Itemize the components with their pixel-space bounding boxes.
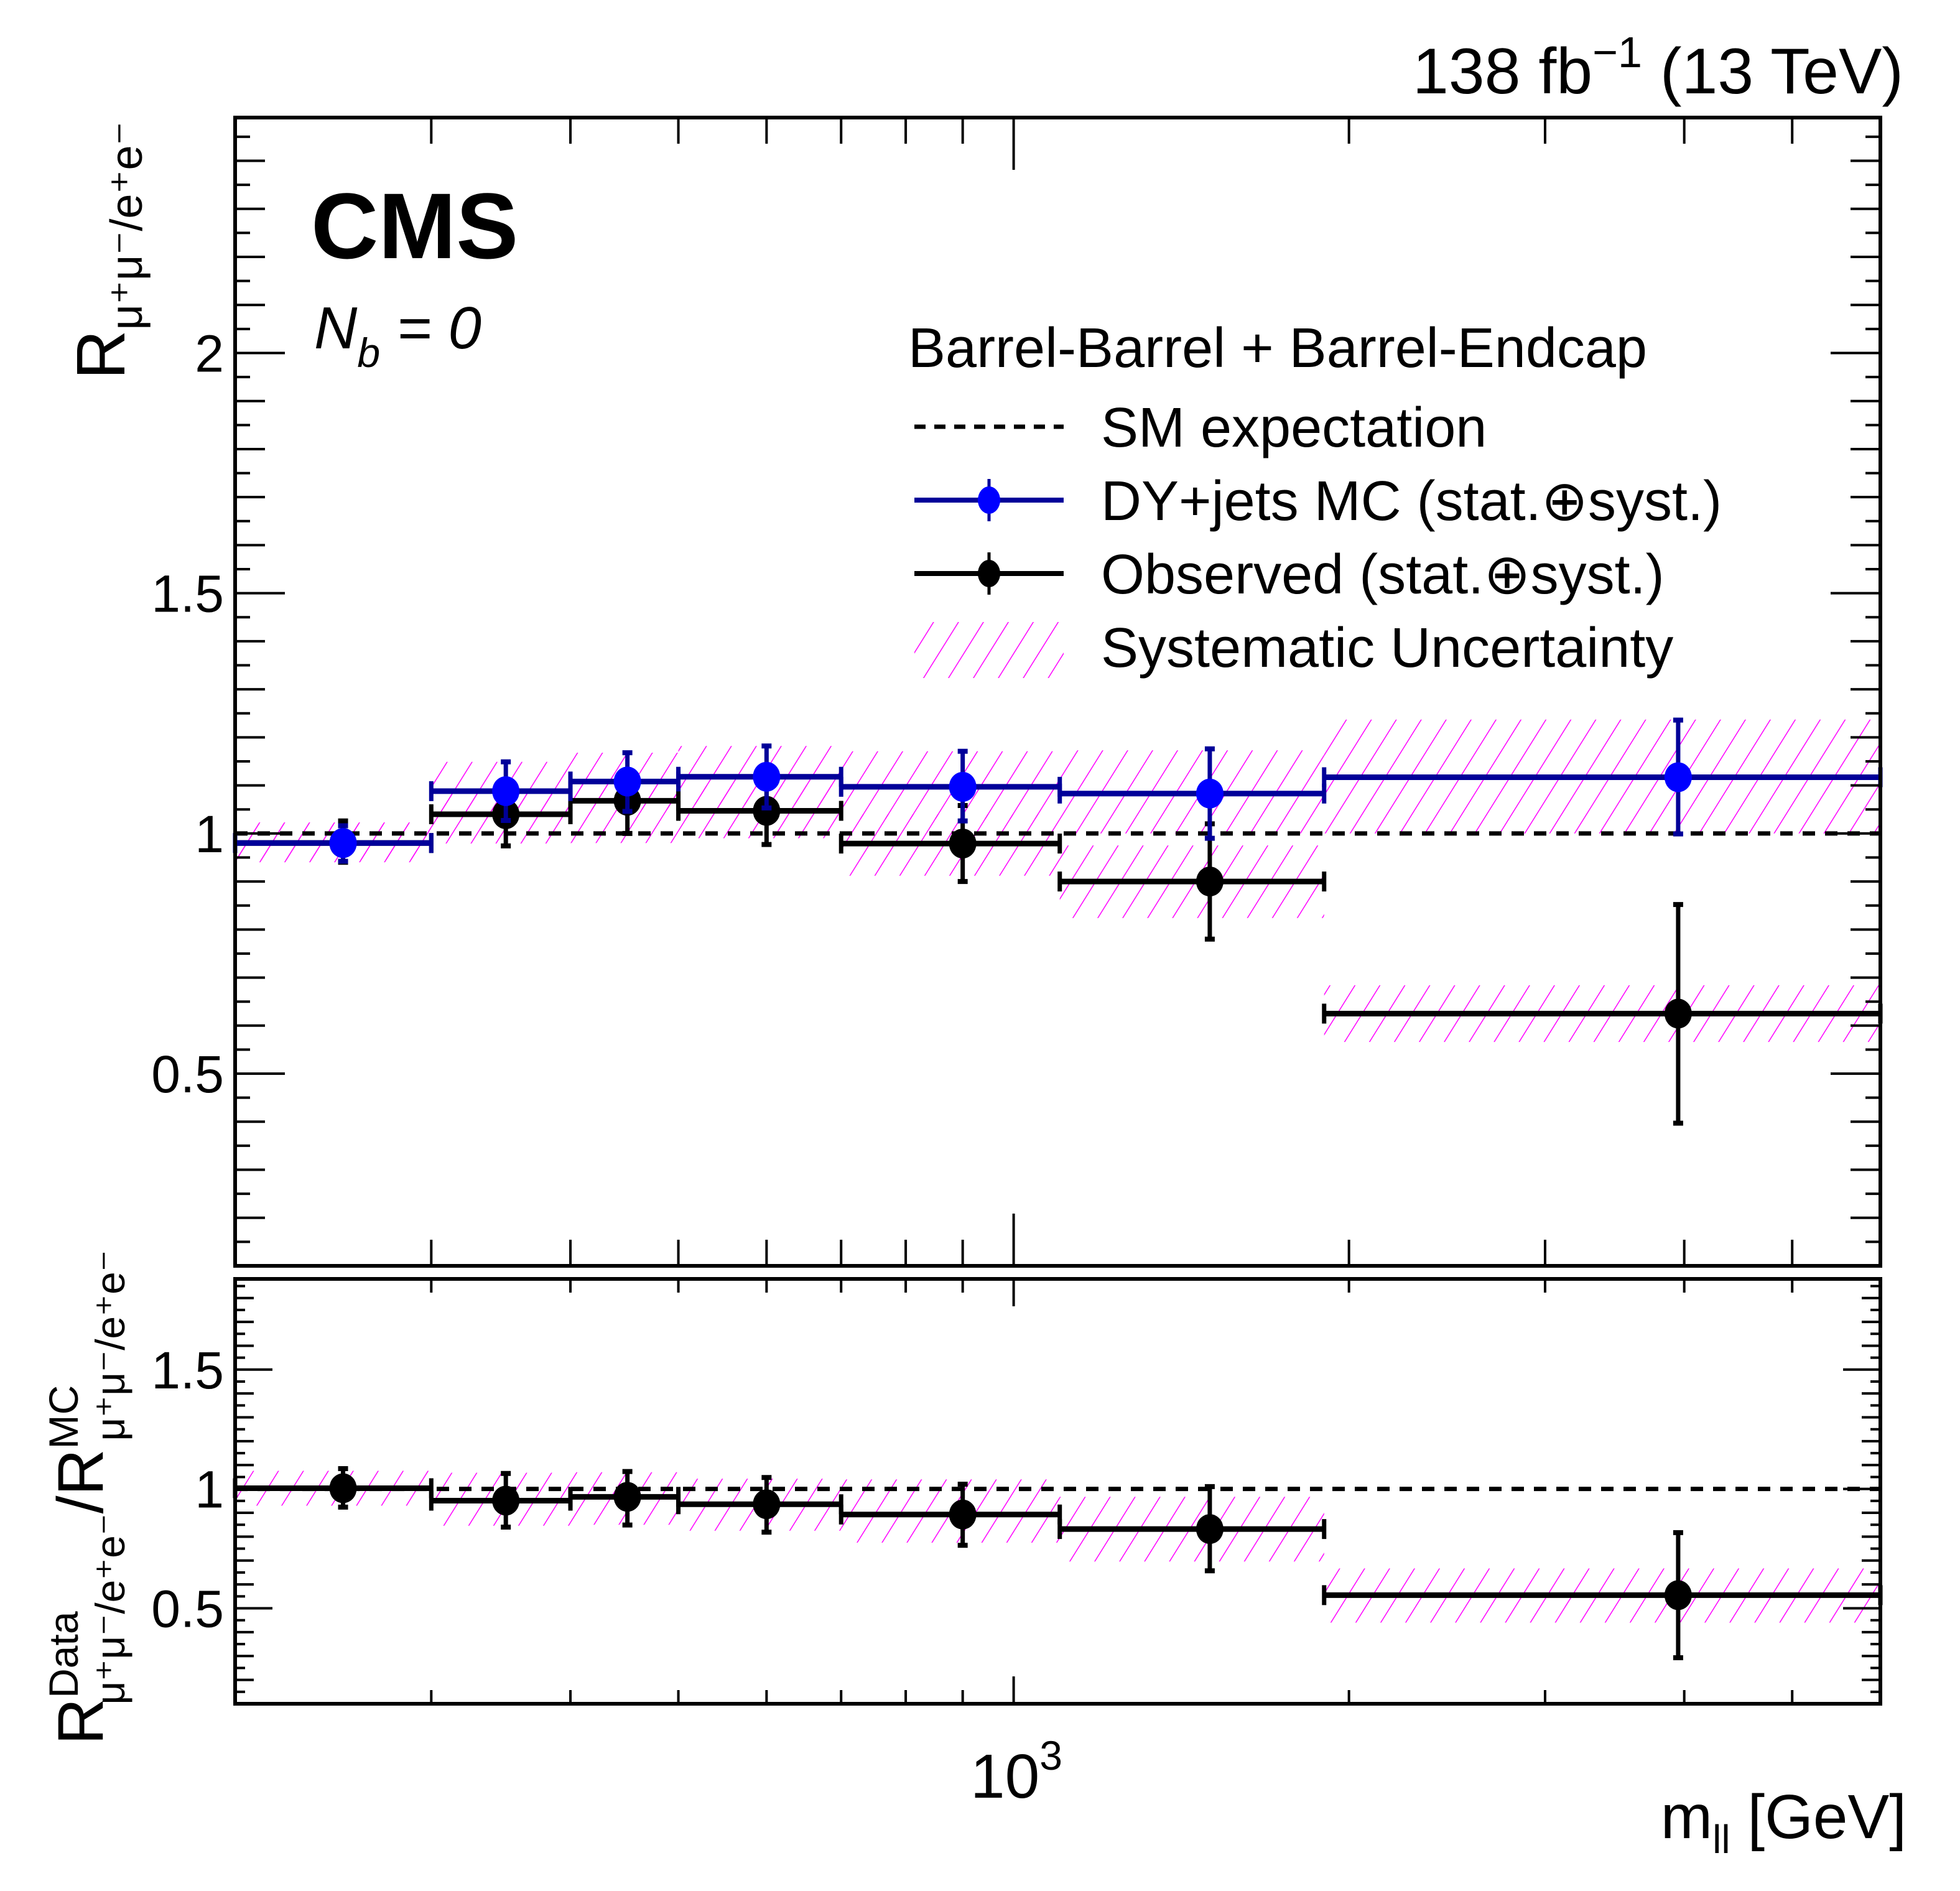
x-tick-label-1000: 103 [970,1732,1062,1811]
upper-frame [233,116,1882,1268]
data-point [329,828,357,858]
data-point [753,796,781,826]
lower-frame [233,1277,1882,1706]
upper-axes [235,118,1880,1267]
y-tick-label: 0.5 [151,1045,224,1103]
data-point [949,1499,977,1530]
legend-header: Barrel-Barrel + Barrel-Endcap [908,317,1647,379]
legend-label-data: Observed (stat.⊕syst.) [1101,544,1665,606]
cms-label: CMS [311,174,518,278]
legend-label-mc: DY+jets MC (stat.⊕syst.) [1101,470,1722,532]
x-axis-label: mll [GeV] [1661,1782,1907,1862]
legend-swatch-mc-marker [978,486,1000,514]
data-point [613,766,641,797]
legend-label-sm: SM expectation [1101,397,1487,459]
legend-entry-mc: DY+jets MC (stat.⊕syst.) [914,470,1722,532]
data-point [753,761,781,792]
y-tick-label: 1.5 [151,565,224,623]
y-tick-label: 1.5 [151,1341,224,1400]
y-tick-label: 1 [195,805,224,863]
y-tick-label: 0.5 [151,1580,224,1638]
lower-panel [233,1277,1883,1706]
lower-axes [235,1279,1880,1705]
data-point [1196,1514,1224,1545]
upper-panel [233,116,1883,1268]
data-point [949,829,977,859]
luminosity-label: 138 fb−1 (13 TeV) [1413,28,1903,108]
y-tick-label: 2 [195,324,224,383]
data-point [1196,778,1224,809]
data-point [1664,998,1692,1029]
legend-entry-sm: SM expectation [914,397,1487,459]
data-point [613,1482,641,1512]
lower-syst-bands [235,1471,1880,1623]
legend-swatch-syst [914,622,1064,678]
upper-y-axis-label: Rμ⁺μ⁻/e⁺e⁻ [63,121,152,379]
y-tick-label: 1 [195,1461,224,1519]
lower-y-tick-labels: 0.5 1 1.5 [151,1341,224,1638]
data-point [492,776,520,806]
lower-y-axis-label: RDataμ⁺μ⁻/e⁺e⁻/RMCμ⁺μ⁻/e⁺e⁻ [40,1250,133,1745]
legend-label-syst: Systematic Uncertainty [1101,617,1673,679]
legend-entry-data: Observed (stat.⊕syst.) [914,544,1665,606]
legend: Barrel-Barrel + Barrel-Endcap SM expecta… [908,317,1722,679]
data-point [492,1485,520,1516]
data-point [1196,867,1224,897]
data-point [1664,1580,1692,1610]
selection-label: Nb = 0 [314,295,481,376]
lower-marks [233,1466,1883,1660]
data-point [329,1473,357,1503]
legend-swatch-data-marker [978,560,1000,587]
data-point [753,1489,781,1520]
upper-y-tick-labels: 0.5 1 1.5 2 [151,324,224,1103]
legend-entry-syst: Systematic Uncertainty [914,617,1673,679]
data-point [1664,762,1692,792]
upper-marks [233,717,1883,1126]
data-point [949,771,977,802]
